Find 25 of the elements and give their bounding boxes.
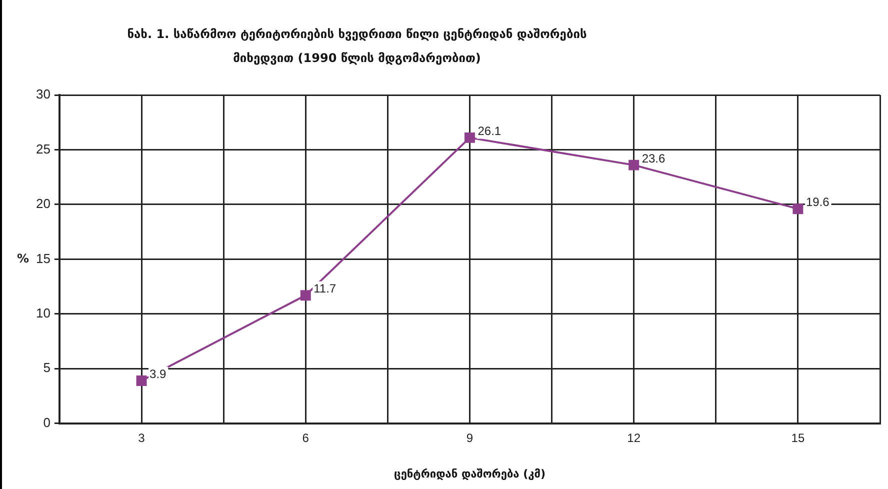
y-tick-label: 20 (36, 196, 50, 212)
y-tick-label: 15 (36, 250, 50, 266)
data-label: 26.1 (478, 124, 502, 138)
x-tick-label: 3 (138, 430, 146, 445)
data-label: 11.7 (314, 282, 336, 296)
x-tick-label: 6 (302, 430, 310, 445)
x-tick-label: 9 (466, 430, 474, 445)
x-tick-label: 12 (627, 430, 641, 445)
y-tick-label: 10 (36, 306, 50, 321)
data-label: 3.9 (150, 367, 167, 382)
data-label: 19.6 (806, 195, 830, 210)
x-tick-label: 15 (791, 430, 805, 445)
data-label: 23.6 (642, 151, 666, 166)
point (628, 160, 640, 170)
point (464, 132, 475, 143)
x-axis-title: ცენტრიდან დაშორება (კმ) (394, 467, 546, 480)
y-tick-label: 25 (36, 141, 50, 156)
point (136, 375, 147, 386)
y-axis-title: % (16, 251, 29, 266)
y-tick-label: 30 (36, 86, 50, 102)
chart-title: ნახ. 1. საწარმოო ტერიტორიების ხვედრითი წილი ცენტრიდან დაშორების მიხედვით (1990 წლის მდგომარეობით) (126, 26, 588, 67)
y-tick-label: 5 (43, 360, 50, 376)
y-tick-label: 0 (43, 414, 50, 430)
point (300, 290, 311, 301)
point (792, 204, 804, 214)
